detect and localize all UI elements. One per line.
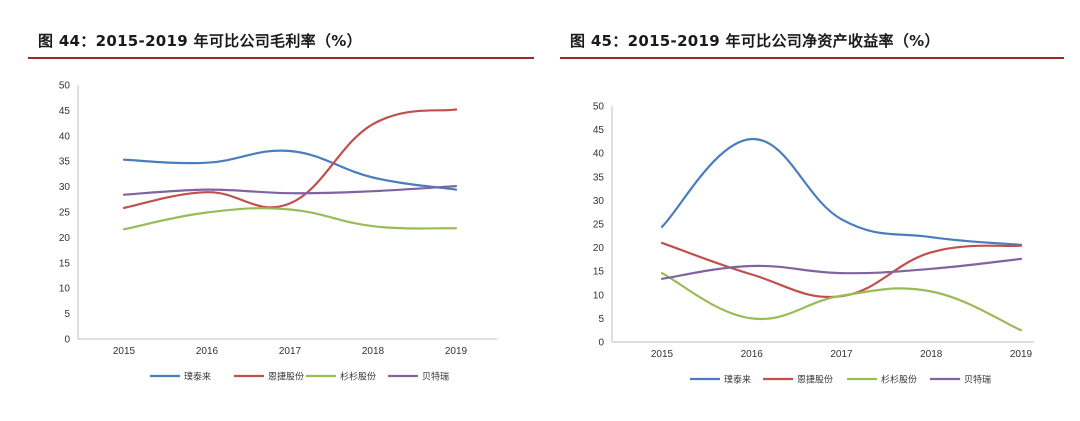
- chart-title: 图 45：2015-2019 年可比公司净资产收益率（%）: [570, 32, 940, 50]
- x-tick-label: 2017: [279, 346, 302, 357]
- series-line-0: [660, 137, 1023, 246]
- series-line-2: [660, 272, 1023, 332]
- series-line-3: [660, 257, 1023, 280]
- y-tick-label: 25: [593, 220, 605, 231]
- x-tick-label: 2018: [920, 349, 943, 360]
- y-tick-label: 25: [59, 208, 71, 219]
- legend-label: 贝特瑞: [964, 374, 991, 386]
- x-tick-label: 2018: [362, 346, 385, 357]
- x-tick-label: 2016: [741, 349, 764, 360]
- y-tick-label: 5: [64, 309, 70, 320]
- series-line-0: [122, 149, 458, 191]
- y-tick-label: 40: [59, 131, 71, 142]
- x-tick-label: 2019: [445, 346, 468, 357]
- y-tick-label: 5: [598, 314, 604, 325]
- x-tick-label: 2015: [113, 346, 136, 357]
- legend-label: 璞泰来: [184, 371, 211, 383]
- y-tick-label: 35: [593, 172, 605, 183]
- y-tick-label: 45: [593, 125, 605, 136]
- y-tick-label: 50: [59, 81, 71, 92]
- x-tick-label: 2015: [651, 349, 674, 360]
- y-tick-label: 15: [59, 258, 71, 269]
- y-tick-label: 35: [59, 157, 71, 168]
- legend-label: 恩捷股份: [268, 371, 304, 383]
- chart-title: 图 44：2015-2019 年可比公司毛利率（%）: [38, 32, 362, 50]
- legend-label: 杉杉股份: [881, 374, 917, 386]
- y-tick-label: 10: [593, 290, 605, 301]
- y-tick-label: 0: [598, 338, 604, 349]
- y-tick-label: 0: [64, 335, 70, 346]
- title-divider: [28, 57, 534, 59]
- legend-label: 璞泰来: [724, 374, 751, 386]
- title-divider: [560, 57, 1064, 59]
- y-tick-label: 45: [59, 106, 71, 117]
- y-tick-label: 20: [59, 233, 71, 244]
- series-line-2: [122, 207, 458, 231]
- y-tick-label: 30: [59, 182, 71, 193]
- x-tick-label: 2019: [1010, 349, 1033, 360]
- x-tick-label: 2016: [196, 346, 219, 357]
- y-tick-label: 30: [593, 196, 605, 207]
- y-tick-label: 40: [593, 149, 605, 160]
- y-tick-label: 15: [593, 267, 605, 278]
- series-line-1: [122, 108, 458, 209]
- series-line-3: [122, 185, 458, 196]
- y-tick-label: 50: [593, 102, 605, 113]
- legend-label: 恩捷股份: [797, 374, 833, 386]
- legend-label: 贝特瑞: [422, 371, 449, 383]
- y-tick-label: 10: [59, 284, 71, 295]
- gross-margin-line-chart: 0 5 10 15 20 25 30 35 40 45 50 2015 2016 2017 2018 2019…: [59, 81, 497, 383]
- x-tick-label: 2017: [830, 349, 853, 360]
- legend-label: 杉杉股份: [340, 371, 376, 383]
- y-tick-label: 20: [593, 243, 605, 254]
